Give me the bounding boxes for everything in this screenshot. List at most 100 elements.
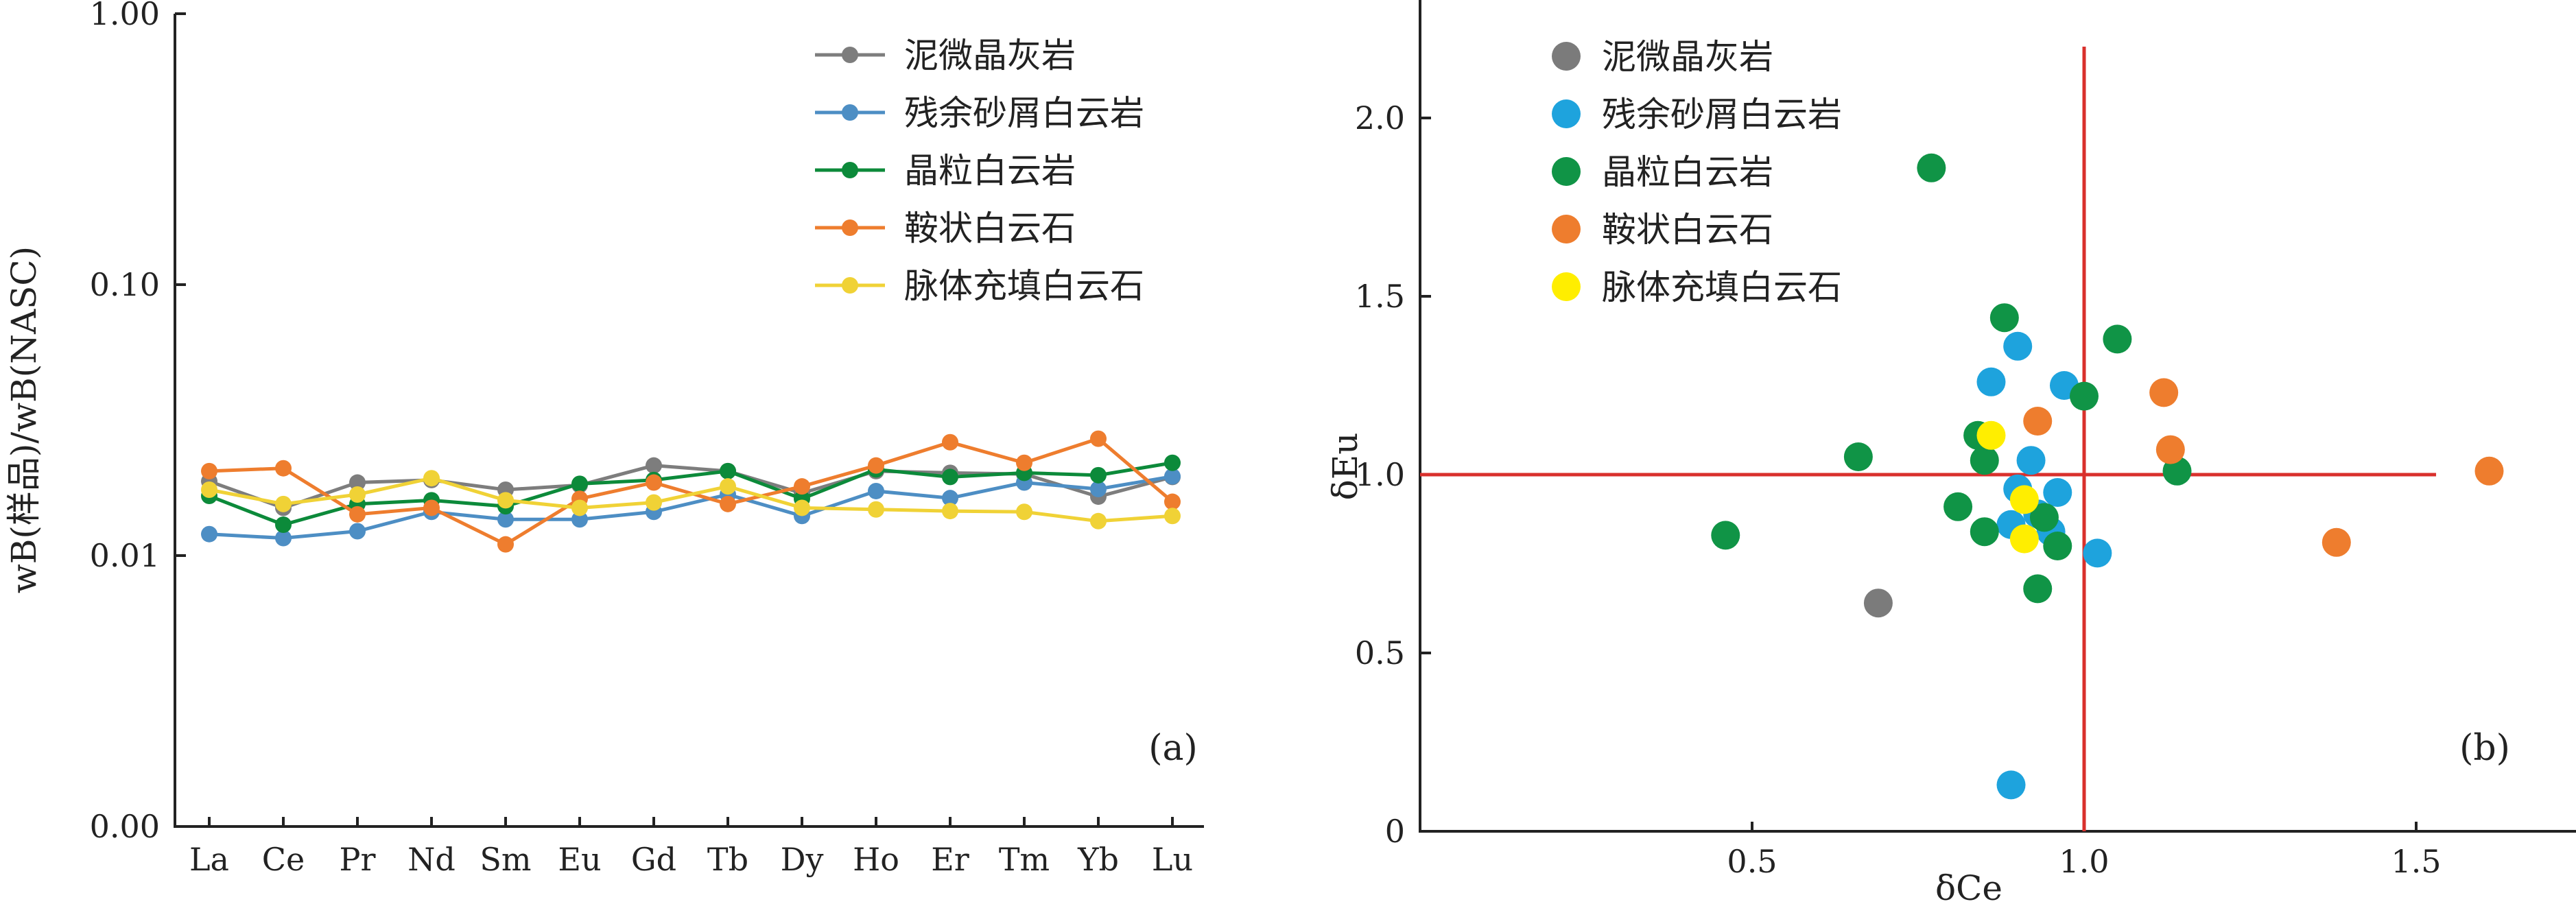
- a-data-point: [1016, 503, 1032, 521]
- a-y-tick-label: 0.01: [90, 537, 160, 574]
- a-x-tick-label: Gd: [631, 841, 676, 878]
- b-data-point: [2009, 524, 2039, 554]
- a-y-tick-label: 1.00: [90, 0, 160, 32]
- b-data-point: [2149, 378, 2179, 407]
- a-data-point: [571, 499, 588, 516]
- a-legend-marker: [842, 162, 858, 178]
- a-data-point: [497, 492, 514, 509]
- a-data-point: [497, 536, 514, 553]
- a-data-point: [794, 499, 810, 516]
- b-legend-marker: [1552, 99, 1581, 128]
- a-data-point: [349, 486, 366, 503]
- b-legend-marker: [1552, 215, 1581, 243]
- a-data-point: [720, 478, 736, 495]
- a-data-point: [571, 475, 588, 492]
- a-ticks: 1.00 0.10 0.01 0.00 La Ce Pr Nd Sm Eu Gd Tb Dy Ho Er Tm…: [90, 0, 1194, 878]
- a-data-point: [646, 457, 662, 474]
- a-legend-label: 晶粒白云岩: [904, 151, 1076, 191]
- b-y-tick-label: 0.5: [1355, 634, 1405, 671]
- b-x-tick-label: 1.5: [2391, 843, 2441, 880]
- a-data-point: [201, 481, 217, 498]
- b-data-point: [2003, 331, 2033, 361]
- a-axes: [174, 14, 1204, 828]
- a-data-point: [1164, 468, 1181, 485]
- a-x-tick-label: Ho: [853, 841, 899, 878]
- a-x-tick-label: Tb: [707, 841, 748, 878]
- b-y-tick-label: 1.5: [1355, 278, 1405, 315]
- b-data-point: [1976, 367, 2006, 396]
- a-data-point: [868, 501, 884, 518]
- a-series-line: [209, 475, 1173, 540]
- b-legend-label: 晶粒白云岩: [1602, 152, 1773, 192]
- a-data-point: [868, 482, 884, 499]
- a-series-line: [209, 461, 1173, 527]
- b-legend-label: 脉体充填白云石: [1602, 267, 1842, 307]
- a-data-point: [720, 462, 736, 479]
- a-data-point: [720, 495, 736, 512]
- b-legend-label: 泥微晶灰岩: [1602, 37, 1773, 77]
- a-data-point: [275, 460, 292, 477]
- a-series: [201, 430, 1181, 553]
- a-x-tick-label: Yb: [1077, 841, 1119, 878]
- a-data-point: [423, 470, 440, 487]
- a-data-point: [1090, 466, 1107, 484]
- b-data-point: [2070, 381, 2099, 411]
- a-data-point: [275, 516, 292, 533]
- b-data-point: [2083, 538, 2112, 568]
- a-data-point: [349, 523, 366, 540]
- b-data-point: [1843, 442, 1873, 471]
- a-legend-marker: [842, 47, 858, 63]
- a-data-point: [1164, 454, 1181, 471]
- a-x-tick-label: Lu: [1152, 841, 1193, 878]
- a-data-point: [1090, 481, 1107, 498]
- b-legend-marker: [1552, 272, 1581, 301]
- a-data-point: [942, 468, 958, 486]
- b-data-point: [1996, 770, 2026, 800]
- a-data-point: [1090, 512, 1107, 530]
- a-y-tick-label: 0.00: [90, 808, 160, 845]
- b-legend-marker: [1552, 42, 1581, 71]
- a-legend-label: 残余砂屑白云岩: [904, 93, 1144, 133]
- b-legend-marker: [1552, 157, 1581, 186]
- b-data-point: [1711, 521, 1740, 550]
- b-data-point: [1943, 492, 1973, 521]
- b-ticks: 0.5 1.0 1.5 0 0.5 1.0 1.5 2.0: [1355, 99, 2442, 880]
- a-data-point: [1090, 430, 1107, 447]
- b-x-tick-label: 0.5: [1727, 843, 1777, 880]
- b-legend-label: 鞍状白云石: [1602, 210, 1773, 250]
- b-y-axis-label: δEu: [1325, 433, 1365, 501]
- a-x-tick-label: Pr: [340, 841, 376, 878]
- b-data-point: [2009, 485, 2039, 514]
- a-data-point: [1164, 508, 1181, 525]
- a-x-tick-label: La: [189, 841, 229, 878]
- a-legend-label: 脉体充填白云石: [904, 266, 1144, 306]
- b-reference-lines: [1420, 47, 2437, 831]
- a-data-point: [942, 490, 958, 507]
- a-data-point: [349, 474, 366, 491]
- a-data-point: [201, 525, 217, 543]
- a-legend-marker: [842, 277, 858, 294]
- b-x-axis-label: δCe: [1935, 868, 2002, 904]
- b-axes: [1419, 0, 2576, 833]
- b-data-point: [2321, 527, 2351, 557]
- a-x-tick-label: Nd: [407, 841, 456, 878]
- b-data-point: [2023, 407, 2053, 436]
- a-x-tick-label: Er: [931, 841, 969, 878]
- b-y-tick-label: 1.0: [1355, 456, 1405, 493]
- a-x-tick-label: Dy: [781, 841, 824, 878]
- a-y-tick-label: 0.10: [90, 266, 160, 303]
- a-legend-marker: [842, 219, 858, 236]
- chart-b: 0.5 1.0 1.5 0 0.5 1.0 1.5 2.0 δCe δEu (b) 泥微晶灰岩…: [1325, 0, 2576, 904]
- a-data-point: [646, 474, 662, 491]
- a-data-point: [794, 478, 810, 495]
- b-data-point: [1970, 446, 1999, 475]
- a-data-point: [868, 457, 884, 474]
- b-data-point: [2043, 532, 2072, 560]
- a-legend-marker: [842, 104, 858, 121]
- b-data-point: [2043, 478, 2072, 507]
- a-data-point: [571, 511, 588, 528]
- a-x-tick-label: Eu: [558, 841, 601, 878]
- b-legend-label: 残余砂屑白云岩: [1602, 95, 1842, 134]
